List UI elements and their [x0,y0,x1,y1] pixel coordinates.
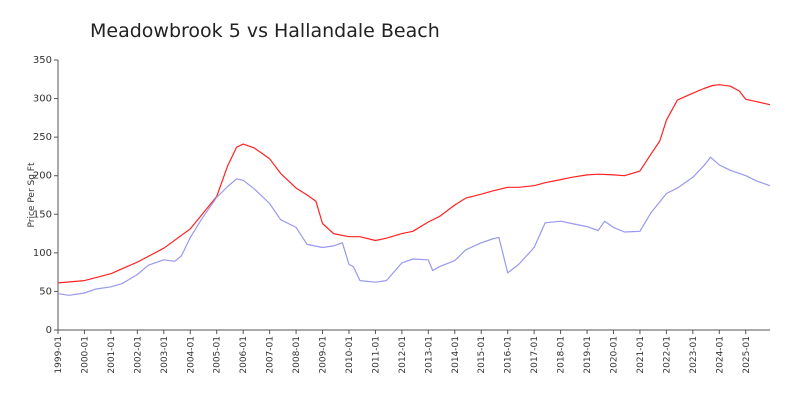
x-tick-label: 2024-01 [715,336,725,374]
series-lines [57,84,771,296]
x-tick-label: 2014-01 [451,336,461,374]
x-tick-label: 2008-01 [292,336,302,374]
y-tick-label: 100 [33,248,52,259]
axes [57,60,770,331]
x-tick-label: 2022-01 [662,336,672,374]
x-tick-label: 2012-01 [398,336,408,374]
x-tick-label: 2021-01 [636,336,646,374]
y-tick-label: 0 [46,325,52,336]
x-tick-label: 2020-01 [609,336,619,374]
x-tick-label: 2006-01 [239,336,249,374]
x-tick-label: 2003-01 [160,336,170,374]
y-axis-label: Price Per Sq Ft [27,162,37,227]
x-tick-label: 2004-01 [186,336,196,374]
x-tick-label: 2005-01 [213,336,223,374]
y-axis-ticks: 0 50 100 150 200 250 300 350 [33,55,58,336]
x-tick-label: 2018-01 [557,336,567,374]
x-tick-label: 2010-01 [345,336,355,374]
x-axis-ticks: 1999-01 2000-01 2001-01 2002-01 2003-01 2004-… [54,330,752,374]
x-tick-label: 2019-01 [583,336,593,374]
x-tick-label: 2015-01 [477,336,487,374]
chart-title: Meadowbrook 5 vs Hallandale Beach [90,20,440,42]
x-tick-label: 2007-01 [266,336,276,374]
x-tick-label: 2017-01 [530,336,540,374]
y-tick-label: 200 [33,171,52,182]
series-line-1 [57,84,771,284]
x-tick-label: 2001-01 [107,336,117,374]
x-tick-label: 2000-01 [80,336,90,374]
y-tick-label: 50 [39,286,52,297]
x-tick-label: 2013-01 [424,336,434,374]
y-tick-label: 300 [33,94,52,105]
x-tick-label: 1999-01 [54,336,64,374]
x-tick-label: 2016-01 [504,336,514,374]
x-tick-label: 2009-01 [319,336,329,374]
y-tick-label: 250 [33,132,52,143]
y-tick-label: 350 [33,55,52,66]
x-tick-label: 2023-01 [689,336,699,374]
y-tick-label: 150 [33,209,52,220]
x-tick-label: 2025-01 [742,336,752,374]
x-tick-label: 2011-01 [371,336,381,374]
x-tick-label: 2002-01 [133,336,143,374]
series-line-2 [57,156,771,296]
